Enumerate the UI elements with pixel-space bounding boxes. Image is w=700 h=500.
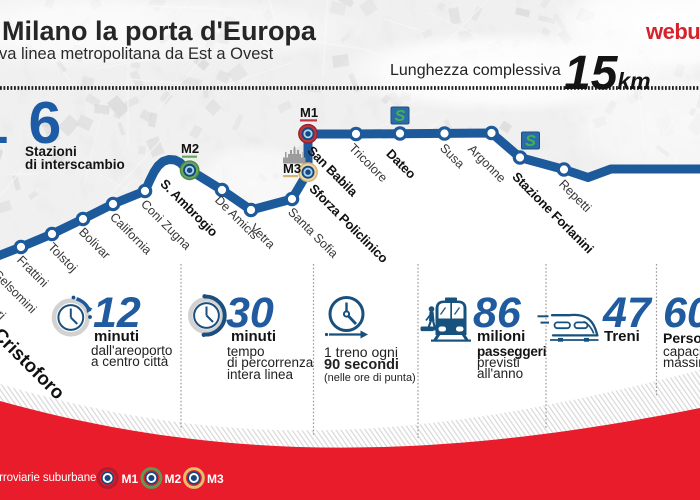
svg-text:S: S <box>395 108 406 125</box>
svg-text:S: S <box>525 133 536 150</box>
